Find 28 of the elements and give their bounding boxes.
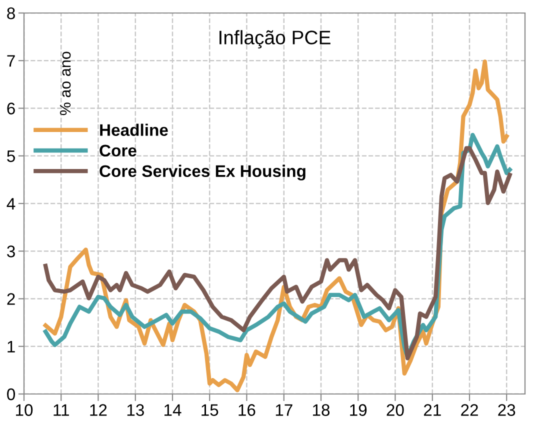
x-tick-label: 15 <box>202 404 218 416</box>
legend-label: Core <box>100 144 136 157</box>
x-tick-label: 23 <box>498 404 516 416</box>
x-tick-label: 21 <box>424 404 441 416</box>
y-tick-label: 8 <box>7 7 15 20</box>
y-tick-label: 3 <box>7 246 15 258</box>
y-tick-label: 2 <box>7 293 15 305</box>
y-tick-label: 1 <box>8 340 15 352</box>
y-tick-label: 0 <box>7 388 16 400</box>
x-tick-label: 17 <box>276 404 292 416</box>
x-tick-label: 18 <box>313 404 330 416</box>
legend-label: Core Services Ex Housing <box>100 164 306 180</box>
x-tick-label: 13 <box>127 404 144 416</box>
x-tick-label: 19 <box>350 404 367 416</box>
x-tick-label: 22 <box>461 404 478 416</box>
y-tick-label: 5 <box>7 150 15 162</box>
x-tick-label: 20 <box>386 404 404 416</box>
y-axis-title: % ao ano <box>60 52 71 116</box>
y-tick-label: 6 <box>7 102 15 114</box>
y-tick-label: 7 <box>7 55 15 67</box>
text: Inflação PCE <box>220 30 330 48</box>
legend-label: Headline <box>100 124 168 136</box>
x-tick-label: 14 <box>164 404 182 416</box>
y-tick-label: 4 <box>6 198 16 210</box>
x-tick-label: 10 <box>16 404 33 416</box>
x-tick-label: 16 <box>238 404 256 416</box>
x-tick-label: 12 <box>90 404 107 416</box>
x-tick-label: 11 <box>54 404 69 416</box>
